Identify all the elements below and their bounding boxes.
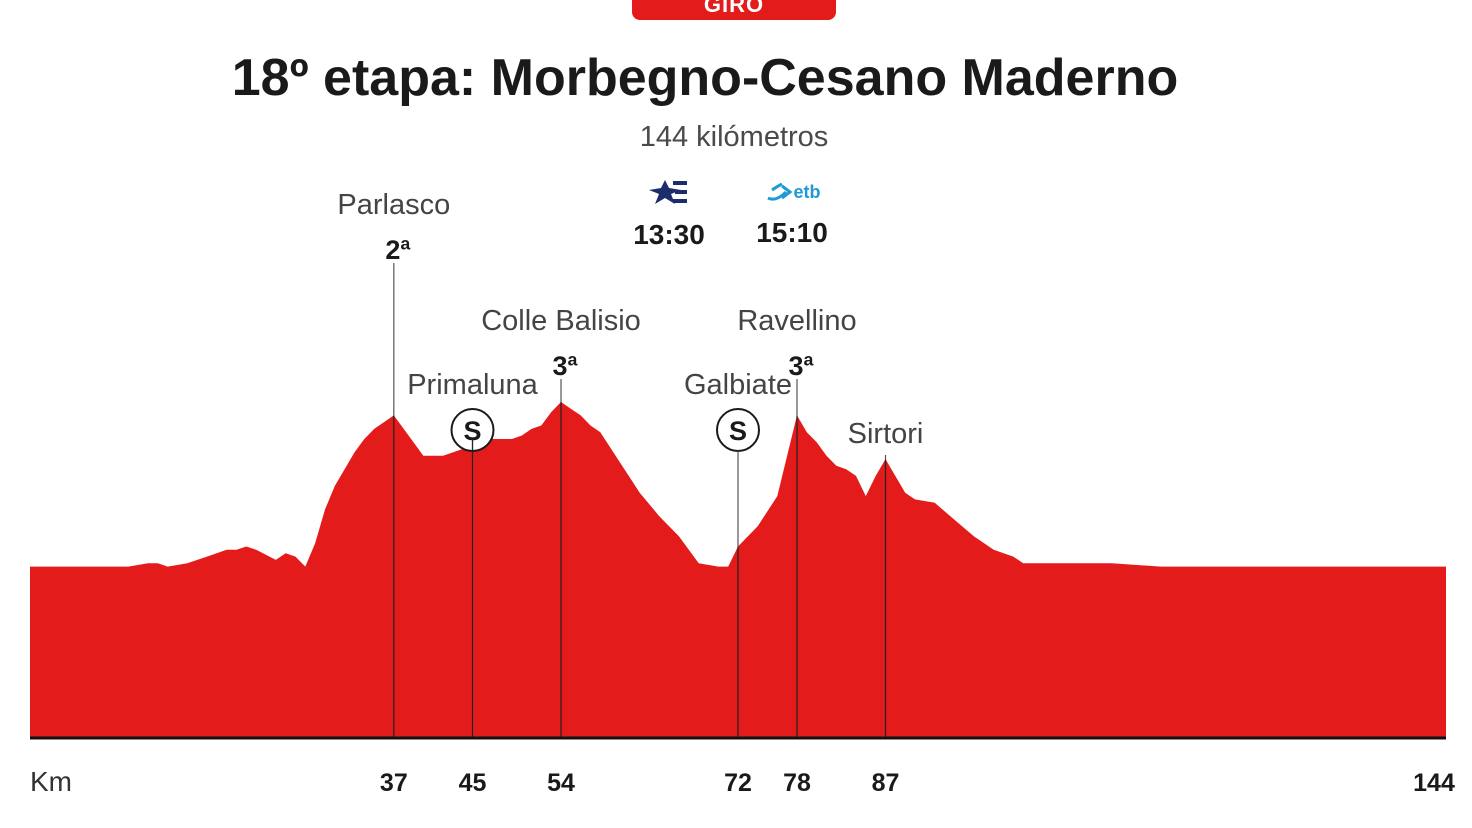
x-tick-label: 45 [459, 769, 487, 797]
category-tag: GIRO [632, 0, 836, 20]
climb-category-label: 2ª [385, 235, 410, 265]
x-tick-label: 72 [724, 769, 752, 797]
page-title: 18º etapa: Morbegno-Cesano Maderno [231, 49, 1179, 107]
climb-category-label: 3ª [552, 351, 577, 381]
etb-icon: etb [764, 178, 821, 206]
waypoint-name: Primaluna [407, 369, 538, 401]
x-tick-label: 54 [547, 769, 575, 797]
stage-distance: 144 kilómetros [639, 121, 829, 153]
x-tick-label: 37 [380, 769, 408, 797]
waypoint-name: Colle Balisio [481, 305, 641, 337]
waypoint-name: Ravellino [737, 305, 856, 337]
broadcast-time: 13:30 [633, 219, 705, 250]
climb-category-label: 3ª [788, 351, 813, 381]
broadcast-teledeporte: 13:30 [599, 178, 739, 251]
sprint-badge-label: S [463, 416, 481, 446]
x-axis-label: Km [30, 766, 72, 797]
sprint-badge-label: S [729, 416, 747, 446]
waypoint-name: Sirtori [848, 418, 924, 450]
x-tick-label: 78 [783, 769, 811, 797]
waypoint-name: Parlasco [337, 189, 450, 221]
broadcast-time: 15:10 [756, 217, 828, 248]
waypoint-name: Galbiate [684, 369, 792, 401]
teledeporte-icon [649, 180, 687, 204]
broadcast-etb: etb 15:10 [722, 178, 862, 249]
x-tick-label: 87 [872, 769, 900, 797]
x-tick-label: 144 [1413, 769, 1455, 797]
